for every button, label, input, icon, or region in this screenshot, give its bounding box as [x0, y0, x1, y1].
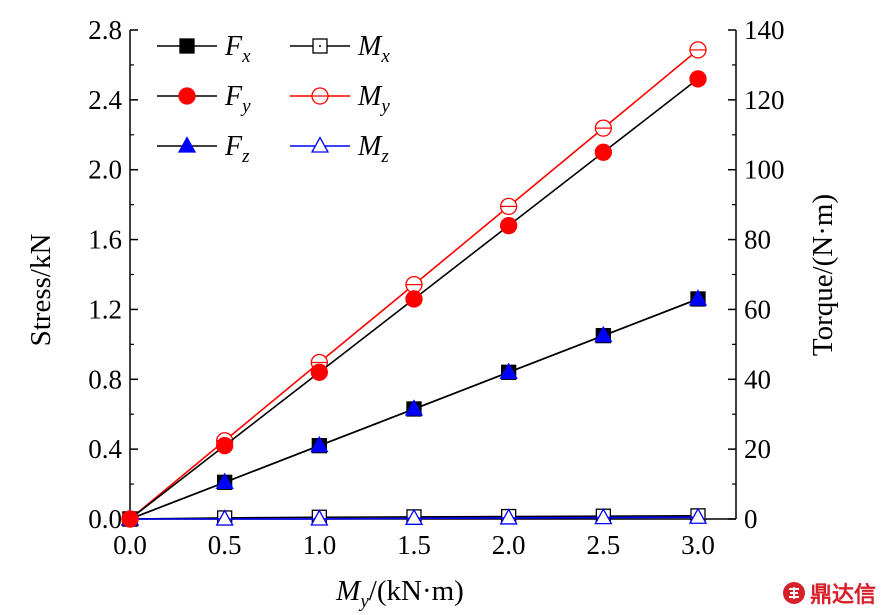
legend-item-Fy: Fy: [157, 81, 251, 117]
x-tick-label: 0.0: [113, 530, 147, 560]
x-tick-label: 2.0: [492, 530, 526, 560]
data-point: [689, 70, 707, 88]
watermark-icon: [782, 582, 805, 604]
y-left-tick-label: 2.4: [88, 85, 122, 115]
series-Fz: [120, 289, 708, 526]
data-point: [499, 508, 518, 525]
y-right-tick-label: 120: [744, 85, 785, 115]
legend-marker: [310, 136, 330, 153]
data-point: [594, 325, 613, 343]
data-point: [688, 507, 708, 524]
x-axis-label-sub: y: [358, 591, 369, 612]
y-left-tick-label: 0.8: [88, 364, 122, 394]
series-Mz: [120, 507, 708, 526]
y-left-tick-label: 2.0: [88, 155, 122, 185]
series-Fy: [121, 70, 707, 528]
data-point: [500, 197, 518, 216]
watermark-text: 鼎达信: [809, 583, 876, 608]
y-axis-left-label: Stress/kN: [25, 234, 57, 347]
x-tick-label: 3.0: [681, 530, 715, 560]
y-right-tick-label: 0: [744, 504, 758, 534]
x-axis-label-unit: /(kN·m): [369, 575, 464, 607]
data-point: [500, 216, 518, 235]
data-point: [404, 399, 424, 416]
data-point: [215, 509, 234, 526]
legend-label: Mz: [357, 131, 389, 167]
data-point: [404, 508, 424, 525]
data-point: [594, 507, 613, 525]
x-tick-label: 1.0: [302, 530, 336, 560]
y-right-tick-label: 140: [744, 15, 785, 45]
legend-label: My: [357, 81, 390, 117]
watermark-logo: 鼎达信: [782, 577, 876, 609]
y-axis-right-label: Torque/(N·m): [807, 194, 839, 356]
series-My: [121, 41, 707, 528]
legend: Fx Fy Fz Mx My Mz: [157, 31, 390, 167]
data-point: [216, 436, 234, 455]
data-point: [499, 362, 518, 379]
y-right-tick-label: 100: [744, 155, 785, 185]
data-point: [121, 510, 139, 528]
y-left-tick-label: 0.0: [88, 504, 122, 534]
legend-label: Fz: [224, 131, 250, 167]
axes: 0.0 0.5 1.0 1.5 2.0 2.5 3.0 0.0 0.4 0.8 1.2 1.6 2.0 2…: [88, 15, 784, 560]
data-point: [405, 290, 423, 308]
legend-item-Mz: Mz: [290, 131, 389, 167]
y-left-tick-label: 2.8: [88, 15, 122, 45]
data-point: [215, 472, 234, 489]
y-left-tick-label: 0.4: [88, 434, 122, 464]
legend-marker: [178, 87, 196, 105]
y-right-tick-label: 80: [744, 225, 771, 255]
data-point: [310, 509, 329, 526]
data-point: [405, 275, 423, 294]
y-left-tick-label: 1.2: [88, 294, 122, 324]
x-tick-label: 2.5: [586, 530, 620, 560]
y-right-tick-label: 60: [744, 294, 771, 324]
data-point: [310, 363, 328, 381]
legend-marker: [177, 136, 197, 153]
legend-marker: [312, 38, 328, 54]
y-left-tick-label: 1.6: [88, 225, 122, 255]
data-point: [594, 143, 612, 161]
data-point: [689, 41, 707, 59]
legend-label: Fx: [224, 31, 251, 67]
series-layer: [120, 41, 708, 528]
data-point: [594, 119, 612, 137]
legend-item-My: My: [290, 81, 390, 117]
x-axis-label-var: M: [335, 575, 362, 607]
legend-item-Fx: Fx: [157, 31, 251, 67]
x-tick-label: 0.5: [208, 530, 242, 560]
y-right-tick-label: 40: [744, 364, 771, 394]
data-point: [688, 289, 708, 306]
x-tick-label: 1.5: [397, 530, 431, 560]
legend-label: Fy: [224, 81, 251, 117]
data-point: [310, 435, 329, 453]
legend-item-Fz: Fz: [157, 131, 250, 167]
x-axis-label: My/(kN·m): [335, 575, 464, 612]
legend-marker: [311, 87, 329, 105]
y-right-tick-label: 20: [744, 434, 771, 464]
legend-marker: [179, 38, 195, 54]
legend-item-Mx: Mx: [290, 31, 390, 67]
legend-label: Mx: [357, 31, 390, 67]
